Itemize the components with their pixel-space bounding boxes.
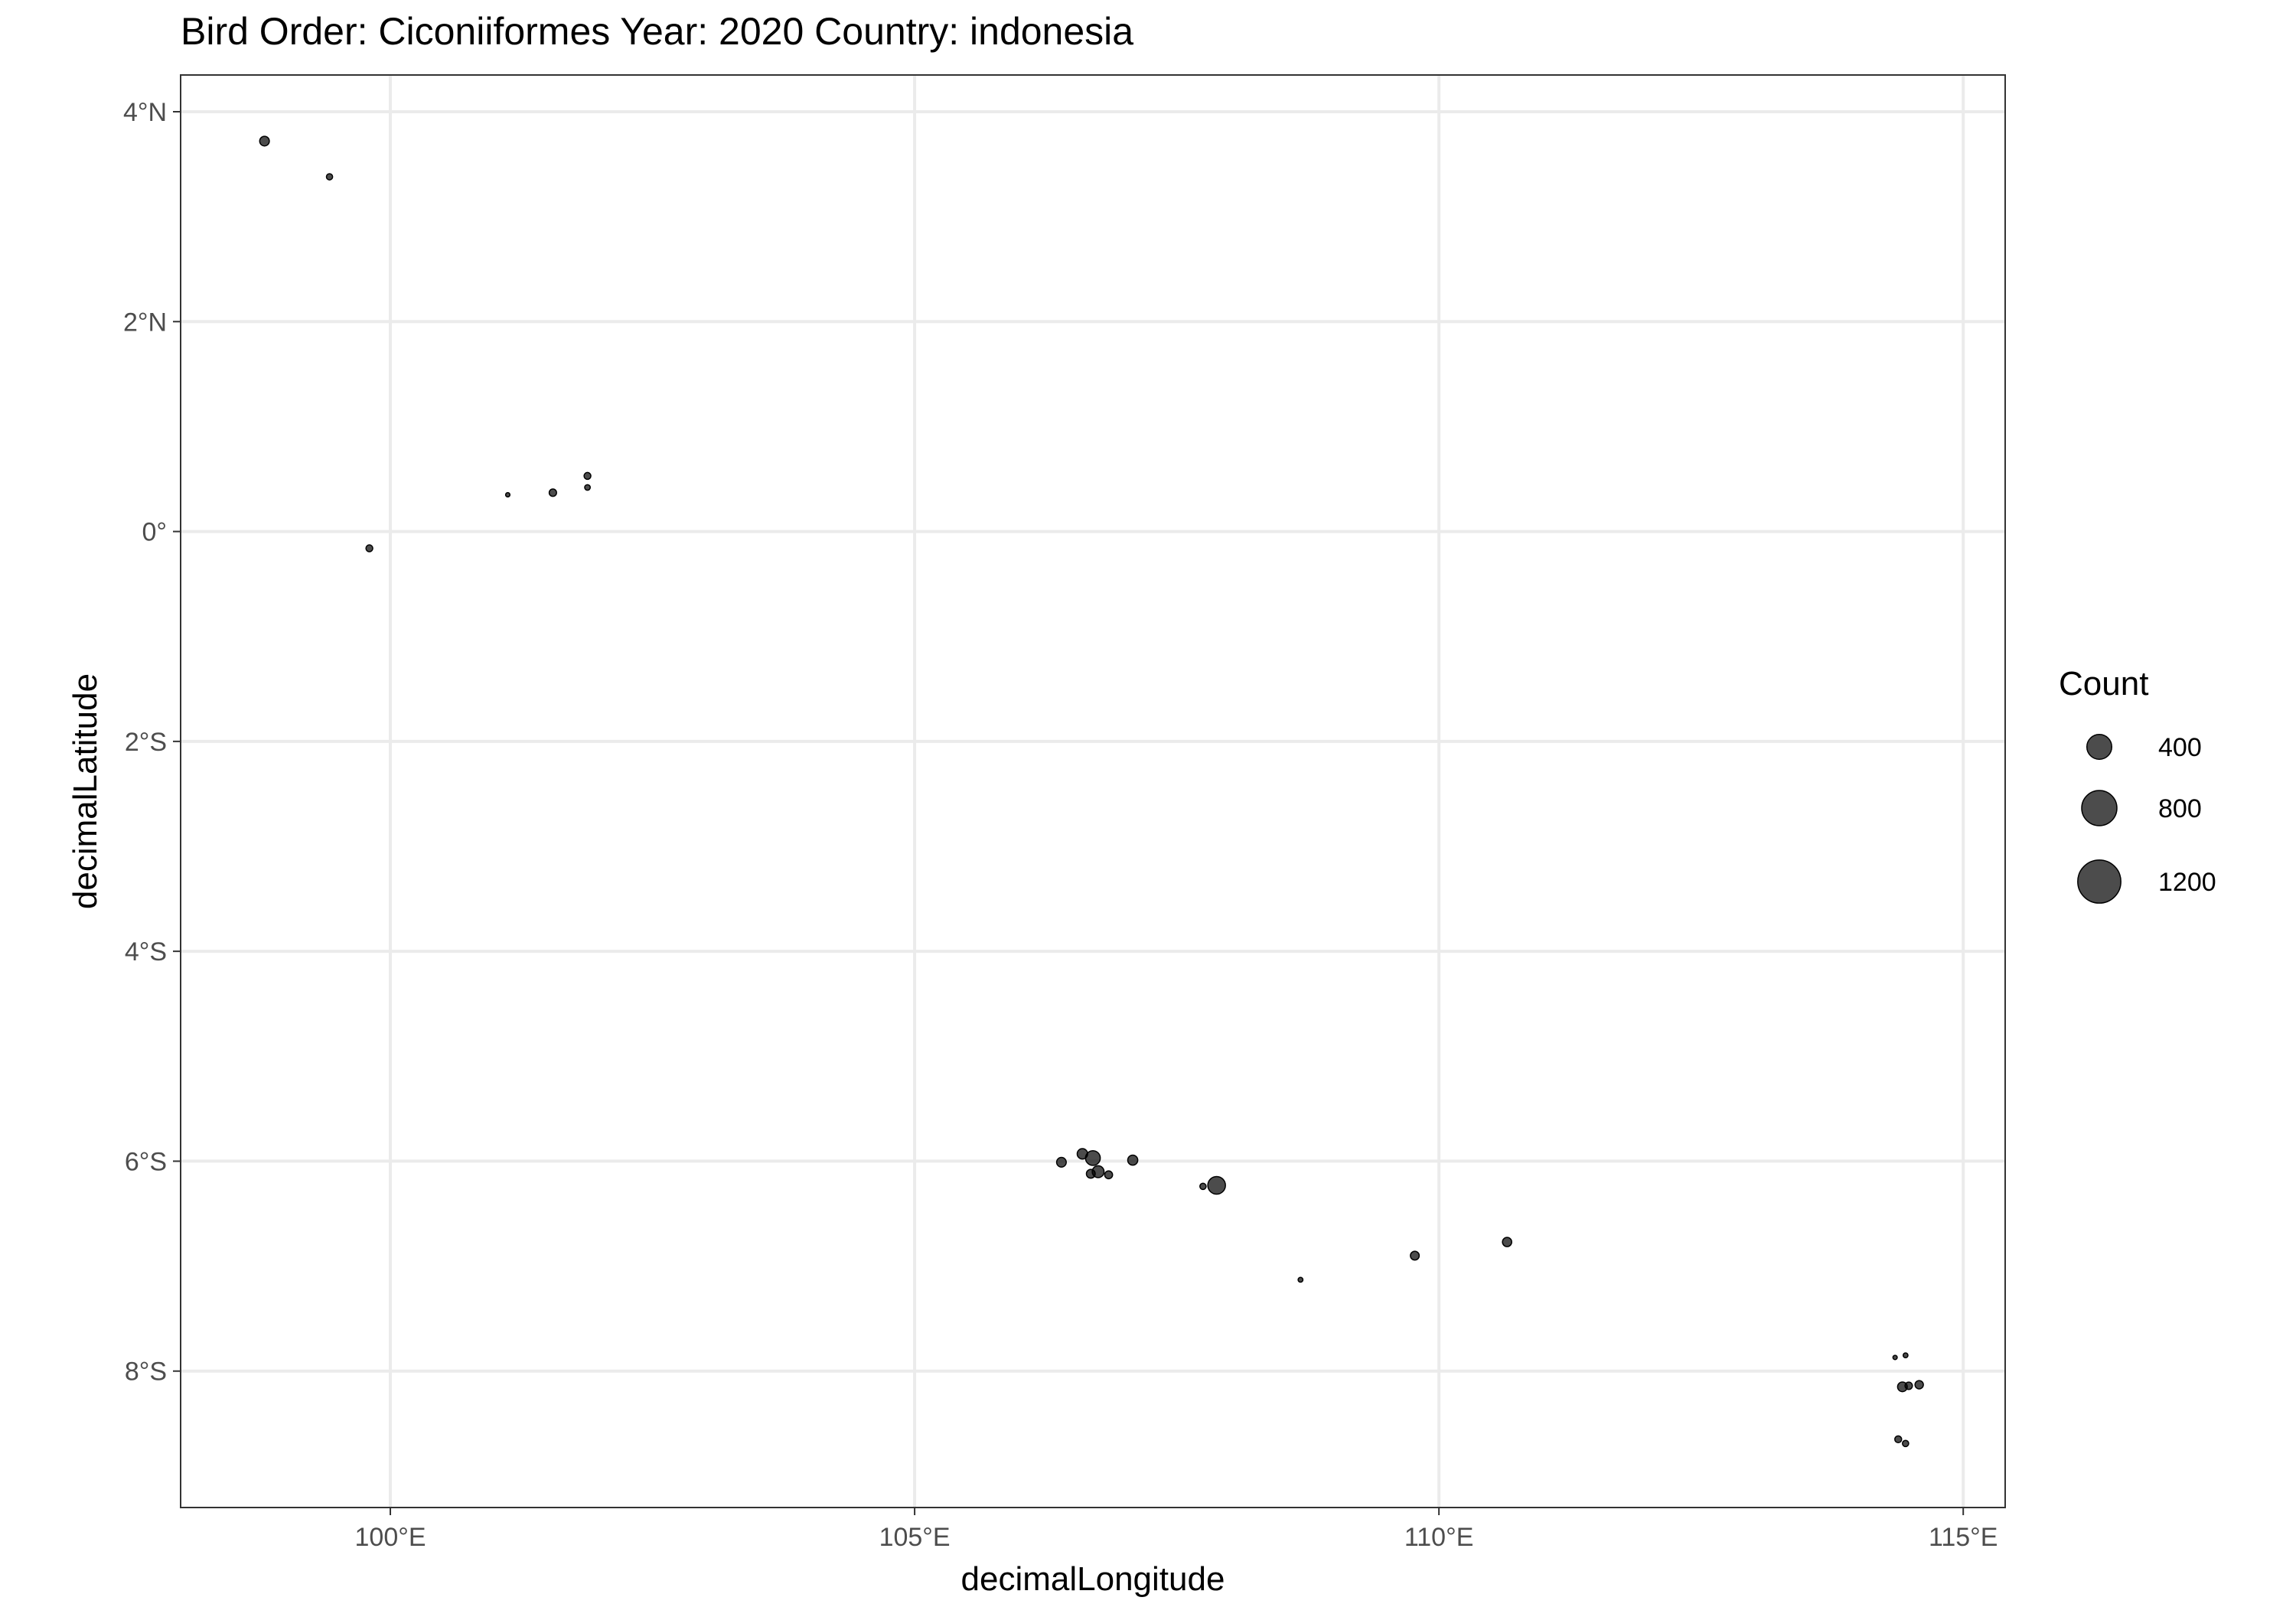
legend-key-0 (2086, 733, 2113, 761)
data-point-24 (1894, 1435, 1903, 1444)
data-point-15 (1207, 1175, 1226, 1195)
data-point-1 (325, 173, 334, 181)
legend: Count 400 800 1200 (2059, 665, 2216, 904)
data-point-9 (1084, 1149, 1101, 1166)
data-point-23 (1914, 1380, 1924, 1390)
x-tick-label-1: 105°E (879, 1523, 951, 1552)
data-point-2 (365, 544, 373, 553)
data-point-19 (1892, 1354, 1898, 1361)
legend-label-0: 400 (2158, 733, 2202, 762)
data-point-5 (583, 471, 592, 481)
y-axis: 4°N 2°N 0° 2°S 4°S 6°S 8°S (123, 98, 181, 1387)
legend-keys: 400 800 1200 (2077, 733, 2216, 904)
data-point-18 (1502, 1237, 1512, 1247)
x-tick-label-3: 115°E (1929, 1523, 1998, 1552)
data-point-20 (1902, 1352, 1909, 1359)
data-point-11 (1085, 1169, 1096, 1179)
plot-area (180, 74, 2006, 1508)
y-tick-label-0: 4°N (123, 98, 167, 127)
data-point-14 (1199, 1182, 1207, 1191)
chart-title: Bird Order: Ciconiiformes Year: 2020 Cou… (181, 10, 1133, 53)
y-tick-label-2: 0° (142, 518, 167, 547)
data-point-4 (548, 488, 557, 497)
y-tick-label-1: 2°N (123, 308, 167, 337)
data-point-17 (1410, 1250, 1420, 1261)
x-tick-label-2: 110°E (1404, 1523, 1473, 1552)
plot-border (180, 74, 2006, 1508)
legend-label-1: 800 (2158, 794, 2202, 823)
data-point-16 (1297, 1276, 1304, 1283)
data-point-13 (1127, 1154, 1139, 1166)
y-axis-label: decimalLatitude (67, 673, 104, 909)
y-tick-label-4: 4°S (125, 937, 167, 966)
data-point-3 (504, 492, 511, 498)
legend-label-2: 1200 (2158, 868, 2216, 897)
legend-title: Count (2059, 665, 2148, 702)
data-point-6 (584, 484, 591, 491)
data-point-0 (259, 135, 270, 147)
legend-key-1 (2081, 790, 2118, 826)
y-tick-label-6: 8°S (125, 1358, 167, 1387)
data-point-12 (1104, 1170, 1114, 1180)
x-axis: 100°E 105°E 110°E 115°E (355, 1508, 1998, 1552)
data-points (259, 135, 1924, 1448)
y-tick-label-3: 2°S (125, 728, 167, 757)
plot-panel (181, 75, 2005, 1508)
x-tick-label-0: 100°E (355, 1523, 426, 1552)
legend-key-2 (2077, 859, 2122, 904)
data-point-25 (1902, 1439, 1910, 1448)
data-point-7 (1055, 1156, 1067, 1168)
x-axis-label: decimalLongitude (961, 1560, 1225, 1598)
data-point-22 (1904, 1381, 1913, 1390)
y-tick-label-5: 6°S (125, 1147, 167, 1176)
